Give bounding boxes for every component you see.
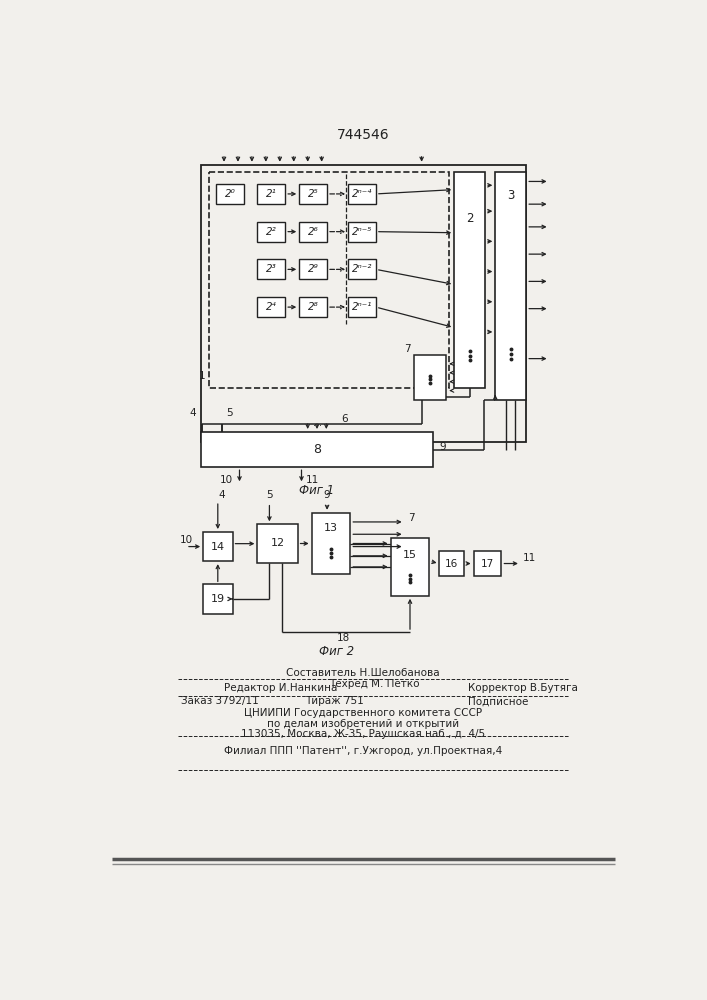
Text: 2: 2 [466, 212, 474, 225]
Text: 2ⁿ⁻⁴: 2ⁿ⁻⁴ [352, 189, 372, 199]
Text: 2⁸: 2⁸ [308, 302, 318, 312]
Bar [216, 184, 244, 204]
Text: 2²: 2² [266, 227, 276, 237]
Bar [203, 532, 233, 561]
Bar [414, 355, 446, 400]
Text: 2⁹: 2⁹ [308, 264, 318, 274]
Text: 19: 19 [211, 594, 225, 604]
Text: 10: 10 [220, 475, 233, 485]
Text: 2ⁿ⁻¹: 2ⁿ⁻¹ [352, 302, 372, 312]
Text: Фиг 1: Фиг 1 [300, 484, 334, 497]
Text: 1: 1 [199, 371, 206, 381]
Text: 9: 9 [324, 490, 330, 500]
Text: 17: 17 [481, 559, 494, 569]
Bar [299, 222, 327, 242]
Text: 10: 10 [180, 535, 192, 545]
Text: 4: 4 [189, 408, 196, 418]
Text: 5: 5 [226, 408, 233, 418]
Text: 12: 12 [270, 538, 284, 548]
Text: Филиал ППП ''Патент'', г.Ужгород, ул.Проектная,4: Филиал ППП ''Патент'', г.Ужгород, ул.Про… [223, 746, 502, 756]
Text: ЦНИИПИ Государственного комитета СССР: ЦНИИПИ Государственного комитета СССР [244, 708, 481, 718]
Bar [257, 297, 285, 317]
Text: 14: 14 [211, 542, 225, 552]
Bar [201, 165, 526, 442]
Text: 9: 9 [440, 442, 446, 452]
Text: 2⁶: 2⁶ [308, 227, 318, 237]
Text: Редактор И.Нанкина: Редактор И.Нанкина [224, 683, 337, 693]
Bar [454, 172, 485, 388]
Text: 113035, Москва, Ж-35, Раушская наб., д. 4/5: 113035, Москва, Ж-35, Раушская наб., д. … [240, 729, 485, 739]
Bar [299, 184, 327, 204]
Bar [348, 297, 376, 317]
Text: 7: 7 [409, 513, 415, 523]
Bar [312, 513, 351, 574]
Text: 3: 3 [507, 189, 515, 202]
Text: Заказ 3792/11: Заказ 3792/11 [182, 696, 259, 706]
Text: 2ⁿ⁻⁵: 2ⁿ⁻⁵ [352, 227, 372, 237]
Bar [257, 524, 298, 563]
Text: 6: 6 [341, 414, 347, 424]
Text: 13: 13 [324, 523, 338, 533]
Text: 16: 16 [445, 559, 458, 569]
Bar [299, 259, 327, 279]
Text: Корректор В.Бутяга: Корректор В.Бутяга [468, 683, 578, 693]
Text: 4: 4 [218, 490, 225, 500]
Bar [257, 222, 285, 242]
Bar [299, 297, 327, 317]
Bar [495, 172, 526, 400]
Text: 11: 11 [305, 475, 319, 485]
Text: 2⁵: 2⁵ [308, 189, 318, 199]
Text: Составитель Н.Шелобанова: Составитель Н.Шелобанова [286, 668, 440, 678]
Bar [474, 551, 501, 576]
Text: 2³: 2³ [266, 264, 276, 274]
Bar [203, 584, 233, 614]
Bar [440, 551, 464, 576]
Bar [348, 184, 376, 204]
Text: Тираж 751: Тираж 751 [305, 696, 364, 706]
Text: по делам изобретений и открытий: по делам изобретений и открытий [267, 719, 459, 729]
Text: 15: 15 [403, 550, 417, 560]
Text: Фиг 2: Фиг 2 [319, 645, 354, 658]
Text: 2¹: 2¹ [266, 189, 276, 199]
Bar [257, 184, 285, 204]
Text: 5: 5 [266, 490, 273, 500]
Text: 11: 11 [523, 553, 537, 563]
Text: 7: 7 [404, 344, 411, 354]
Bar [348, 259, 376, 279]
Text: 2⁴: 2⁴ [266, 302, 276, 312]
Text: Подписное: Подписное [468, 696, 529, 706]
Bar [348, 222, 376, 242]
Text: ···: ··· [312, 421, 322, 431]
Bar [257, 259, 285, 279]
Text: Техред М. Петко: Техред М. Петко [329, 679, 419, 689]
Text: 744546: 744546 [337, 128, 389, 142]
Text: 2ⁿ⁻²: 2ⁿ⁻² [352, 264, 372, 274]
Text: 8: 8 [313, 443, 321, 456]
Text: 2⁰: 2⁰ [225, 189, 235, 199]
Text: 18: 18 [337, 633, 350, 643]
Bar [209, 172, 449, 388]
Bar [201, 432, 433, 467]
Bar [391, 538, 429, 596]
